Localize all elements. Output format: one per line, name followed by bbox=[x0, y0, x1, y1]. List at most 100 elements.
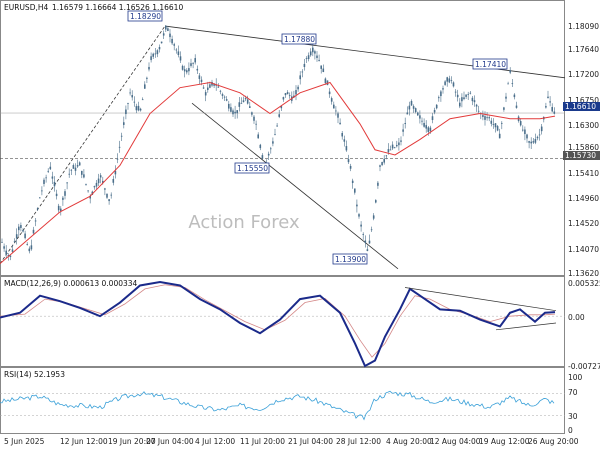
candle-body bbox=[438, 97, 440, 99]
candle-body bbox=[93, 186, 96, 188]
candle-body bbox=[505, 96, 507, 99]
x-tick: 4 Aug 20:00 bbox=[386, 437, 432, 446]
candle-body bbox=[167, 28, 169, 31]
candle-body bbox=[282, 97, 285, 100]
main-y-tick: 1.14070 bbox=[568, 245, 599, 254]
candle-body bbox=[299, 75, 301, 80]
candle-body bbox=[186, 70, 188, 73]
candle-body bbox=[320, 65, 322, 69]
candle-body bbox=[72, 165, 75, 169]
candle-body bbox=[448, 78, 451, 83]
candle-body bbox=[236, 110, 238, 114]
candle-body bbox=[341, 133, 343, 137]
candle-body bbox=[435, 104, 438, 109]
candle-body bbox=[471, 97, 474, 102]
candle-body bbox=[484, 116, 486, 120]
candle-body bbox=[297, 86, 299, 90]
candle-body bbox=[545, 106, 547, 108]
candle-body bbox=[230, 107, 232, 112]
candle-body bbox=[532, 141, 535, 143]
x-tick: 4 Jul 12:00 bbox=[195, 437, 235, 446]
candle-body bbox=[156, 50, 159, 55]
candle-body bbox=[129, 92, 131, 94]
candle-body bbox=[324, 78, 327, 84]
candle-body bbox=[490, 120, 493, 124]
candle-body bbox=[284, 93, 287, 96]
candle-body bbox=[30, 245, 33, 250]
candle-body bbox=[503, 107, 505, 110]
candle-body bbox=[246, 99, 249, 104]
main-y-tick: 1.15410 bbox=[568, 169, 599, 178]
candle-body bbox=[11, 249, 14, 252]
candle-body bbox=[351, 180, 354, 184]
candle-body bbox=[494, 123, 497, 128]
candle-body bbox=[131, 95, 133, 98]
falling-channel-line bbox=[191, 102, 399, 270]
candle-body bbox=[463, 97, 465, 100]
candle-body bbox=[307, 55, 310, 60]
candle-body bbox=[7, 254, 10, 256]
candle-body bbox=[473, 100, 476, 103]
candle-body bbox=[461, 97, 463, 102]
candle-body bbox=[238, 102, 241, 107]
candle-body bbox=[53, 181, 56, 187]
candle-body bbox=[261, 155, 264, 159]
candle-body bbox=[85, 183, 87, 185]
candle-body bbox=[410, 101, 413, 106]
candle-body bbox=[144, 84, 146, 89]
x-axis: 5 Jun 2025 12 Jun 12:00 19 Jun 20:00 27 … bbox=[4, 437, 579, 446]
candle-body bbox=[286, 92, 289, 95]
candle-body bbox=[522, 129, 524, 131]
candle-body bbox=[377, 182, 379, 186]
candle-body bbox=[135, 106, 138, 111]
annotation: 1.17410 bbox=[472, 58, 508, 70]
candle-body bbox=[536, 136, 539, 139]
candle-body bbox=[179, 56, 182, 61]
candle-body bbox=[404, 123, 406, 125]
annotation-low-1: 1.15550 bbox=[237, 164, 268, 173]
candle-body bbox=[469, 92, 472, 94]
candle-body bbox=[198, 75, 201, 79]
candle-body bbox=[127, 103, 129, 104]
candle-body bbox=[528, 141, 530, 143]
candle-body bbox=[419, 115, 421, 119]
candle-body bbox=[137, 105, 140, 111]
x-tick: 19 Jun 20:00 bbox=[108, 437, 156, 446]
candle-body bbox=[45, 177, 47, 179]
x-tick: 12 Jun 12:00 bbox=[60, 437, 108, 446]
candle-body bbox=[330, 98, 333, 102]
candle-body bbox=[278, 114, 280, 117]
candle-body bbox=[253, 116, 255, 121]
candle-body bbox=[9, 255, 12, 258]
candle-body bbox=[337, 113, 339, 118]
candle-body bbox=[118, 146, 121, 148]
candle-body bbox=[213, 83, 215, 86]
candle-body bbox=[335, 110, 337, 112]
candle-body bbox=[295, 90, 297, 95]
candle-body bbox=[524, 129, 526, 135]
macd-lower-trendline bbox=[495, 322, 557, 331]
candle-body bbox=[20, 225, 22, 228]
x-tick: 21 Jul 04:00 bbox=[288, 437, 333, 446]
x-tick: 26 Aug 20:00 bbox=[528, 437, 579, 446]
candle-body bbox=[459, 102, 461, 107]
candle-body bbox=[509, 70, 511, 73]
annotation: 1.18290 bbox=[127, 10, 163, 22]
candle-body bbox=[328, 91, 331, 95]
candle-body bbox=[116, 158, 119, 160]
candle-body bbox=[181, 65, 184, 70]
candle-body bbox=[385, 155, 388, 157]
candle-body bbox=[3, 246, 5, 249]
candle-body bbox=[356, 204, 358, 207]
x-tick: 12 Aug 04:00 bbox=[430, 437, 481, 446]
rsi-y-tick: 30 bbox=[568, 412, 578, 421]
candle-body bbox=[396, 144, 398, 147]
candle-body bbox=[223, 96, 226, 98]
candle-body bbox=[354, 188, 356, 193]
candle-body bbox=[519, 121, 522, 126]
candle-body bbox=[501, 122, 503, 124]
support-level-tag: 1.15730 bbox=[563, 151, 600, 160]
candle-body bbox=[326, 80, 329, 86]
candle-body bbox=[171, 38, 173, 44]
